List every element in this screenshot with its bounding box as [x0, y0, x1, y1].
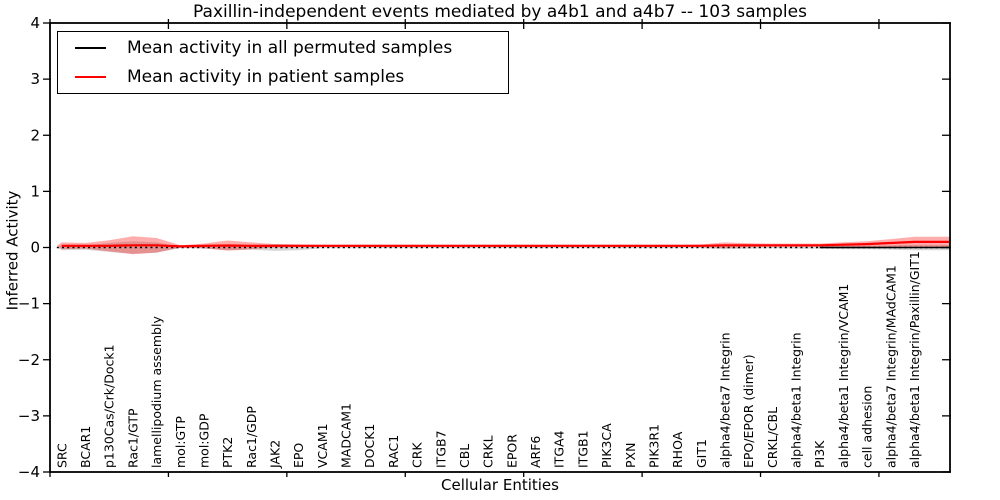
category-tick-label: mol:GDP	[196, 413, 211, 468]
category-tick-label: alpha4/beta1 Integrin/Paxillin/GIT1	[907, 251, 922, 468]
category-tick-label: alpha4/beta7 Integrin	[718, 332, 733, 468]
chart-title: Paxillin-independent events mediated by …	[193, 2, 807, 22]
y-tick-label: −2	[18, 351, 40, 369]
category-tick-label: RHOA	[670, 431, 685, 468]
legend: Mean activity in all permuted samples Me…	[57, 31, 509, 94]
y-tick-label: 1	[30, 182, 40, 200]
category-tick-label: cell adhesion	[860, 386, 875, 468]
category-tick-label: EPO/EPOR (dimer)	[741, 354, 756, 468]
category-tick-label: MADCAM1	[339, 403, 354, 468]
patient-line-icon	[75, 75, 106, 78]
category-tick-label: PIK3CA	[599, 423, 614, 468]
category-tick-label: BCAR1	[78, 426, 93, 468]
category-tick-label: PIK3R1	[646, 424, 661, 468]
category-tick-label: alpha4/beta7 Integrin/MAdCAM1	[883, 265, 898, 468]
category-tick-label: ITGB1	[575, 430, 590, 468]
category-tick-label: CRKL/CBL	[765, 407, 780, 468]
legend-label-patient: Mean activity in patient samples	[127, 66, 405, 87]
category-tick-label: SRC	[54, 443, 69, 468]
category-tick-label: DOCK1	[362, 424, 377, 468]
permuted-activity-band	[56, 241, 951, 254]
x-axis-label: Cellular Entities	[441, 476, 559, 494]
legend-label-permuted: Mean activity in all permuted samples	[127, 38, 453, 59]
category-tick-label: Rac1/GTP	[125, 408, 140, 468]
y-tick-label: 4	[30, 14, 40, 32]
category-tick-label: ITGA4	[552, 430, 567, 468]
category-tick-label: alpha4/beta1 Integrin/VCAM1	[836, 284, 851, 468]
category-tick-label: ARF6	[528, 436, 543, 468]
permuted-line-icon	[75, 47, 106, 50]
category-tick-label: p130Cas/Crk/Dock1	[102, 344, 117, 468]
y-tick-label: −3	[18, 407, 40, 425]
category-tick-label: ITGB7	[433, 430, 448, 468]
y-axis-label: Inferred Activity	[3, 190, 22, 311]
category-tick-label: VCAM1	[315, 423, 330, 468]
category-tick-label: JAK2	[268, 440, 283, 469]
y-tick-label: 2	[30, 126, 40, 144]
y-tick-label: 3	[30, 70, 40, 88]
patient-mean-line	[61, 240, 950, 248]
category-tick-label: CRK	[410, 442, 425, 468]
y-tick-label: −4	[18, 463, 40, 481]
category-tick-label: mol:GTP	[173, 416, 188, 468]
category-tick-label: CRKL	[481, 435, 496, 468]
category-tick-label: PTK2	[220, 437, 235, 468]
category-tick-label: CBL	[457, 444, 472, 468]
category-tick-label: PI3K	[812, 440, 827, 468]
y-tick-label: −1	[18, 295, 40, 313]
category-tick-label: EPO	[291, 443, 306, 468]
category-tick-label: lamellipodium assembly	[149, 316, 164, 468]
category-tick-label: RAC1	[386, 435, 401, 468]
category-tick-label: alpha4/beta1 Integrin	[789, 332, 804, 468]
legend-entry-patient: Mean activity in patient samples	[58, 67, 508, 87]
legend-entry-permuted: Mean activity in all permuted samples	[58, 38, 508, 58]
category-tick-label: EPOR	[504, 434, 519, 468]
category-tick-label: GIT1	[694, 439, 709, 468]
category-tick-label: Rac1/GDP	[244, 406, 259, 468]
y-tick-label: 0	[30, 239, 40, 257]
category-tick-label: PXN	[623, 443, 638, 468]
